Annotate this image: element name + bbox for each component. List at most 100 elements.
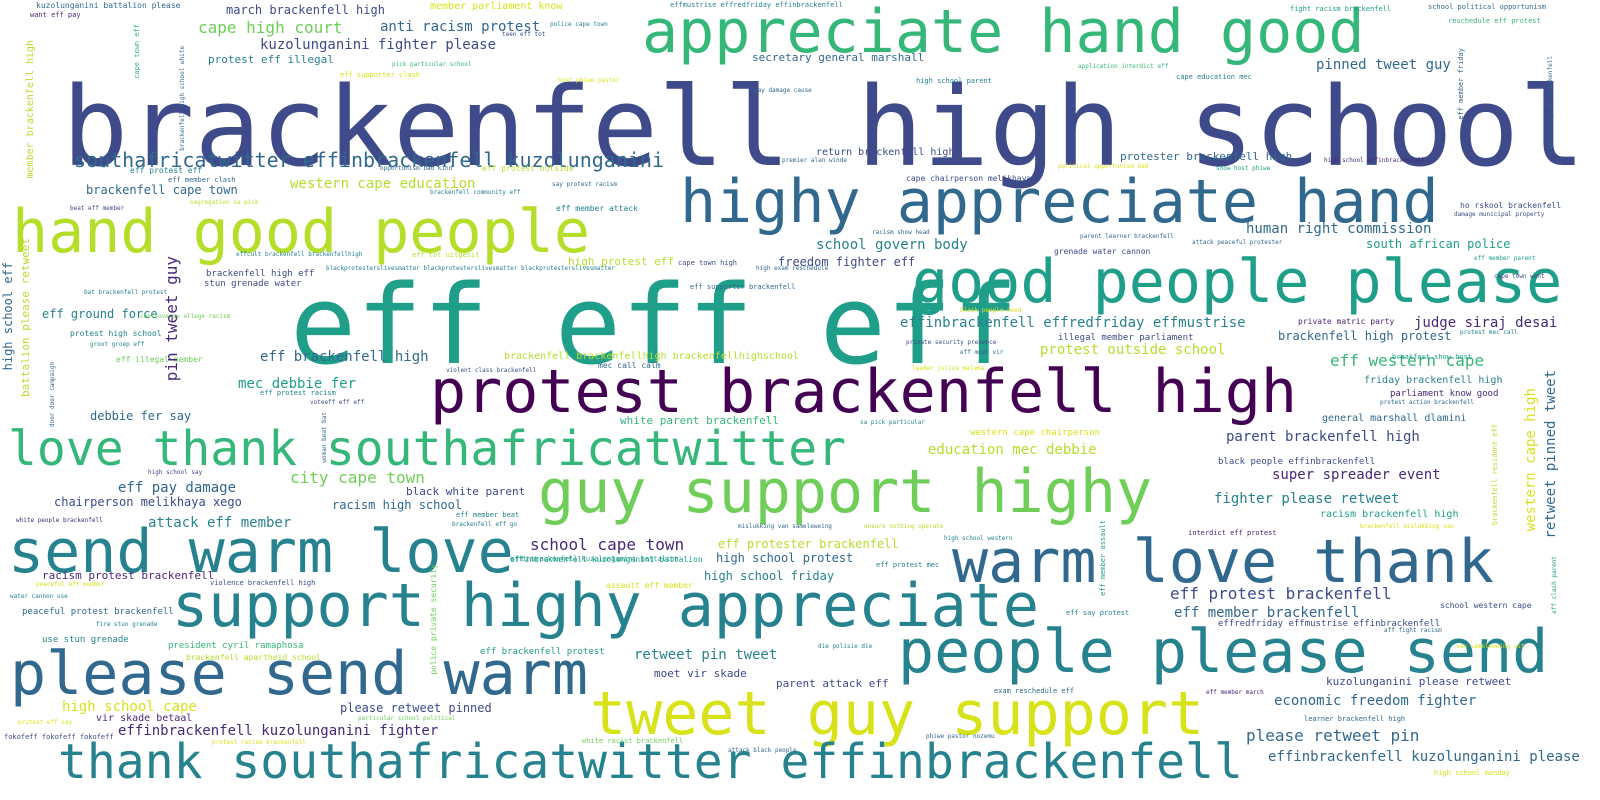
word: use stun grenade (42, 635, 129, 645)
word: pinned tweet guy (1316, 57, 1451, 73)
word: parliament know good (1390, 389, 1499, 399)
word: water cannon use (10, 593, 68, 600)
word: vir skade betaal (96, 713, 193, 724)
word: protest eff say (18, 719, 73, 726)
word: eff protest outside (482, 164, 574, 173)
word: teen eff tot (502, 31, 546, 38)
word: aff fight racism (1384, 627, 1442, 634)
word: stun grenade water (204, 279, 302, 289)
word: effcult brackenfell brackenfellhigh (236, 251, 363, 258)
word: moet vir skade (654, 667, 747, 680)
word: leader julius malema (912, 365, 985, 372)
word: racism high school (332, 498, 463, 512)
word: please retweet pinned (340, 701, 492, 715)
word: hand good people (12, 197, 590, 267)
word: judge siraj desai (1414, 315, 1558, 331)
word: groot groep eff (90, 341, 145, 348)
word: eff tot uitgesit (412, 251, 480, 259)
word: high school friday (704, 569, 835, 583)
word: high school effinbrackenfell (1324, 157, 1426, 164)
word: send warm love (8, 517, 514, 587)
word: return brackenfell high (816, 147, 955, 158)
word: thank southafricatwitter effinbrackenfel… (58, 734, 1243, 790)
word: black white parent (406, 485, 526, 498)
word: show host phiwe (1216, 165, 1271, 172)
word: parent attack eff (776, 677, 889, 690)
word: south african police (1366, 237, 1511, 251)
word: cape education mec (1176, 73, 1252, 81)
word: eff eff eff (290, 261, 1019, 389)
word: eff member friday (1457, 48, 1465, 120)
word: exam reschedule eff (994, 687, 1075, 695)
word: parent brackenfell high (1226, 429, 1420, 445)
word: van sameleweing uit (1456, 643, 1525, 650)
word: breakfast show host (1392, 353, 1473, 361)
word: school cape town (530, 535, 685, 554)
word: member parliament know (430, 1, 563, 12)
word: please send warm (10, 639, 588, 709)
word: fire stun grenade (96, 621, 158, 628)
word: kuzolunganini please retweet (1326, 675, 1512, 688)
word: eff illegal member (116, 355, 203, 364)
word: education mec debbie (928, 442, 1097, 458)
word: eff member parent (1474, 255, 1536, 262)
word: high school monday (1434, 769, 1510, 777)
word: protester brackenfell high (1120, 150, 1293, 163)
word: cape town want (1494, 273, 1545, 280)
word: want eff pay (30, 11, 81, 19)
word: eff pay damage (118, 480, 237, 496)
word: chairperson melikhaya xego (54, 495, 242, 509)
word: debbie fer say (90, 409, 192, 423)
word: attack black people (728, 747, 797, 754)
word: racism brackenfell high (1320, 509, 1459, 520)
word: cape town eff (133, 24, 141, 79)
word: eff member march (1206, 689, 1264, 696)
word: eff western cape (1330, 351, 1485, 370)
word: phiwe pastor nozemu (926, 733, 995, 740)
word: tweet guy support (590, 679, 1205, 749)
word: fokofeff fokofeff fokofeff (4, 733, 114, 741)
word: private security presence (906, 339, 997, 346)
word: particular school political (358, 715, 456, 722)
word: eff moet vir (960, 349, 1004, 356)
word: damage municipal property (1454, 211, 1545, 218)
word: police cape town (550, 21, 608, 28)
word: kuzolunganini battalion please (36, 1, 181, 10)
word: protest action brackenfell (1380, 399, 1474, 406)
word: mislukking van sameleweing (738, 523, 832, 530)
word: brackenfell mislukking van (1360, 523, 1454, 530)
word: battalion please retweet (19, 238, 32, 397)
word: say protest racism (552, 181, 618, 188)
word: controversy allege racism (140, 313, 231, 320)
word: secretary general marshall (752, 51, 925, 64)
word: good people please (912, 247, 1563, 317)
word: western cape high (1523, 388, 1539, 532)
word: protest outside school (1040, 342, 1226, 358)
word: pin tweet guy (162, 256, 181, 382)
word: cape high court (198, 18, 343, 37)
word: eff member clash (168, 176, 236, 184)
word: general marshall dlamini (1322, 413, 1467, 424)
word: eff member attack (556, 204, 638, 213)
word: school western cape (1440, 601, 1532, 610)
word: sameleweing uit brackenfell (1547, 56, 1554, 154)
word: beat eff member (70, 205, 125, 212)
word: president cyril ramaphosa (168, 641, 304, 651)
word: love thank southafricatwitter (8, 421, 847, 477)
word: protest mec call (1460, 329, 1518, 336)
word: assault eff member (606, 581, 693, 590)
word: private matric party (1298, 317, 1395, 326)
word: cape town high (678, 259, 738, 267)
word: ensure nothing operate (864, 523, 944, 530)
word: voteeff eff eff (310, 399, 365, 406)
word: peaceful protest brackenfell (22, 607, 174, 617)
word: effinbrackenfell kuzolunganini fighter (118, 723, 439, 739)
word: eff member beat (456, 511, 520, 519)
word: brackenfell resident eff (1491, 424, 1499, 526)
word: violence brackenfell high (210, 579, 316, 587)
word: mec debbie fer (238, 376, 357, 392)
word: black people effinbrackenfell (1218, 457, 1376, 467)
word: guy support highy (538, 457, 1153, 527)
word: pay damage cause (754, 87, 812, 94)
